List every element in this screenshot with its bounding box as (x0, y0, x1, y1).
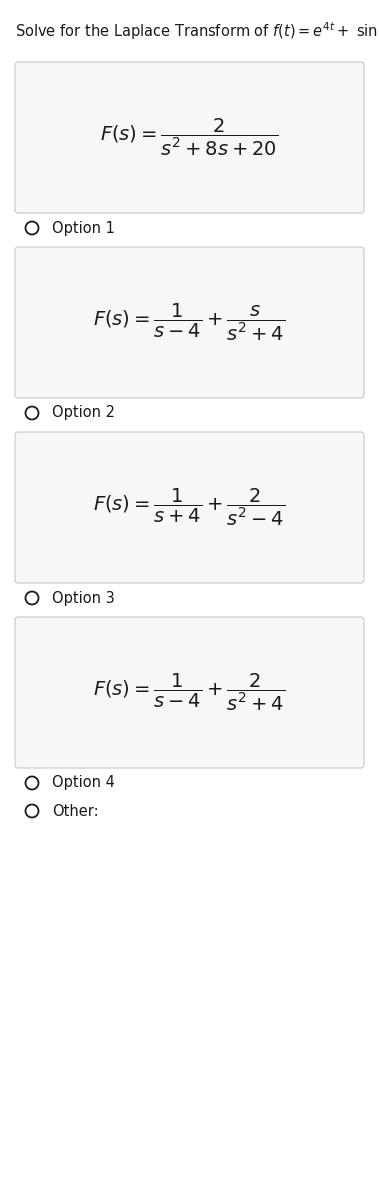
FancyBboxPatch shape (15, 617, 364, 768)
Text: $F(s) = \dfrac{2}{s^2+8s+20}$: $F(s) = \dfrac{2}{s^2+8s+20}$ (100, 116, 279, 158)
Text: Solve for the Laplace Transform of $f(t) = e^{4t}+$ sin $2t$: Solve for the Laplace Transform of $f(t)… (15, 20, 379, 42)
Text: $F(s) = \dfrac{1}{s-4} + \dfrac{2}{s^2+4}$: $F(s) = \dfrac{1}{s-4} + \dfrac{2}{s^2+4… (94, 672, 285, 713)
FancyBboxPatch shape (15, 432, 364, 583)
Text: $F(s) = \dfrac{1}{s+4} + \dfrac{2}{s^2-4}$: $F(s) = \dfrac{1}{s+4} + \dfrac{2}{s^2-4… (94, 487, 285, 528)
Text: Option 2: Option 2 (52, 406, 115, 420)
FancyBboxPatch shape (15, 247, 364, 398)
Text: Option 1: Option 1 (52, 221, 115, 235)
Text: Other:: Other: (52, 804, 99, 818)
Text: $F(s) = \dfrac{1}{s-4} + \dfrac{s}{s^2+4}$: $F(s) = \dfrac{1}{s-4} + \dfrac{s}{s^2+4… (94, 301, 285, 343)
Text: Option 3: Option 3 (52, 590, 115, 606)
FancyBboxPatch shape (15, 62, 364, 214)
Text: Option 4: Option 4 (52, 775, 115, 791)
